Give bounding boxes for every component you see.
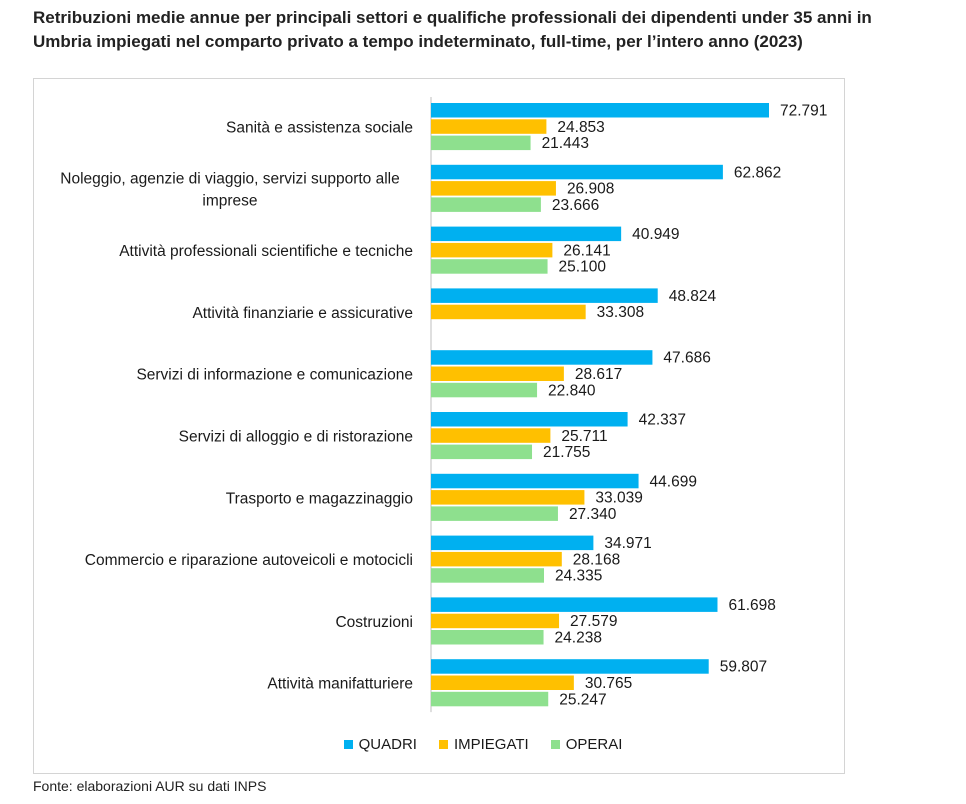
data-label: 61.698	[728, 597, 775, 614]
data-label: 24.238	[555, 630, 602, 647]
category-label: Servizi di informazione e comunicazione	[136, 367, 413, 384]
chart-title: Retribuzioni medie annue per principali …	[33, 8, 872, 51]
legend-item-impiegati: IMPIEGATI	[438, 736, 529, 753]
data-label: 33.308	[597, 304, 644, 321]
data-label: 23.666	[552, 197, 599, 214]
bar-impiegati	[431, 181, 556, 196]
bar-operai	[431, 197, 541, 212]
chart-frame	[33, 78, 845, 774]
data-label: 22.840	[548, 382, 596, 399]
data-label: 40.949	[632, 226, 679, 243]
bar-operai	[431, 630, 544, 645]
bar-quadri	[431, 535, 594, 551]
data-label: 28.617	[575, 366, 622, 383]
data-label: 24.853	[557, 119, 604, 136]
bar-impiegati	[431, 119, 547, 134]
legend-label: OPERAI	[565, 736, 623, 753]
category-label: Costruzioni	[335, 614, 413, 631]
data-label: 21.755	[543, 444, 590, 461]
legend-swatch	[550, 740, 560, 749]
bar-operai	[431, 506, 558, 521]
category-label: Attività finanziarie e assicurative	[192, 305, 413, 322]
data-label: 26.141	[563, 242, 610, 259]
bar-impiegati	[431, 428, 551, 443]
bar-impiegati	[431, 490, 585, 505]
data-label: 26.908	[567, 181, 614, 198]
legend-item-operai: OPERAI	[550, 736, 623, 753]
bar-impiegati	[431, 242, 553, 258]
category-label: Attività manifatturiere	[267, 676, 413, 693]
category-label: Attività professionali scientifiche e te…	[119, 243, 413, 260]
legend-item-quadri: QUADRI	[343, 736, 417, 753]
bar-impiegati	[431, 366, 564, 381]
data-label: 28.168	[573, 551, 620, 568]
data-label: 59.807	[720, 659, 767, 676]
data-label: 42.337	[639, 412, 686, 429]
bar-quadri	[431, 350, 653, 365]
category-label: Servizi di alloggio e di ristorazione	[179, 428, 413, 445]
data-label: 21.443	[542, 135, 589, 152]
bar-operai	[431, 691, 549, 707]
data-label: 33.039	[595, 490, 642, 507]
category-label: Noleggio, agenzie di viaggio, servizi su…	[60, 170, 399, 209]
data-label: 25.100	[559, 259, 607, 276]
bar-operai	[431, 135, 531, 151]
data-label: 47.686	[663, 350, 710, 367]
bar-quadri	[431, 473, 639, 489]
category-label: Sanità e assistenza sociale	[226, 119, 413, 136]
bar-quadri	[431, 103, 769, 118]
data-label: 62.862	[734, 164, 781, 181]
bar-quadri	[431, 659, 709, 674]
bar-operai	[431, 382, 538, 398]
bar-impiegati	[431, 675, 574, 690]
category-label: Trasporto e magazzinaggio	[226, 490, 413, 507]
bar-operai	[431, 259, 548, 274]
data-label: 34.971	[604, 535, 651, 552]
data-label: 27.579	[570, 613, 617, 630]
bar-operai	[431, 568, 544, 583]
data-label: 25.711	[561, 428, 607, 445]
data-label: 27.340	[569, 506, 617, 523]
legend-label: IMPIEGATI	[453, 736, 529, 753]
data-label: 25.247	[559, 691, 606, 708]
bar-quadri	[431, 412, 628, 427]
legend-label: QUADRI	[358, 736, 417, 753]
bar-quadri	[431, 226, 622, 242]
bar-impiegati	[431, 304, 586, 320]
bar-quadri	[431, 164, 723, 180]
legend: QUADRI IMPIEGATI OPERAI	[0, 736, 966, 753]
bar-quadri	[431, 597, 718, 612]
legend-swatch	[343, 740, 353, 749]
data-label: 72.791	[780, 103, 827, 120]
data-label: 24.335	[555, 568, 602, 585]
bar-impiegati	[431, 613, 560, 629]
data-label: 30.765	[585, 675, 632, 692]
category-label: Commercio e riparazione autoveicoli e mo…	[85, 552, 413, 569]
bar-impiegati	[431, 551, 562, 567]
legend-swatch	[438, 740, 448, 749]
data-label: 48.824	[669, 288, 717, 305]
bar-quadri	[431, 288, 658, 303]
data-label: 44.699	[650, 473, 697, 490]
bar-operai	[431, 444, 533, 460]
source-note: Fonte: elaborazioni AUR su dati INPS	[33, 778, 267, 794]
